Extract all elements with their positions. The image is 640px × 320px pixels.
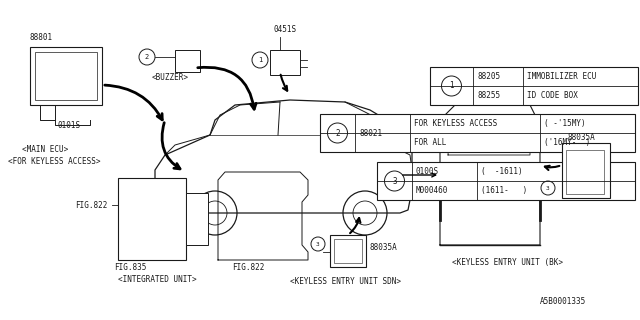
Text: M000460: M000460 — [416, 186, 449, 195]
Text: <KEYLESS ENTRY UNIT (BK>: <KEYLESS ENTRY UNIT (BK> — [452, 258, 563, 267]
Bar — [118, 178, 186, 260]
Bar — [566, 150, 604, 194]
Text: <BUZZER>: <BUZZER> — [152, 74, 189, 83]
Text: 3: 3 — [546, 186, 550, 190]
Text: IMMOBILIZER ECU: IMMOBILIZER ECU — [527, 72, 596, 81]
Text: <INTEGRATED UNIT>: <INTEGRATED UNIT> — [118, 276, 196, 284]
FancyArrowPatch shape — [403, 173, 436, 177]
Bar — [175, 50, 200, 72]
Bar — [430, 67, 638, 105]
FancyArrowPatch shape — [105, 85, 163, 120]
Text: FIG.822: FIG.822 — [232, 263, 264, 273]
Bar — [562, 143, 610, 198]
Text: 88801: 88801 — [30, 34, 53, 43]
Text: FIG.822: FIG.822 — [75, 201, 108, 210]
Text: <MAIN ECU>: <MAIN ECU> — [22, 146, 68, 155]
FancyArrowPatch shape — [281, 75, 287, 91]
FancyArrowPatch shape — [350, 218, 360, 233]
Text: 2: 2 — [335, 129, 340, 138]
Text: ('16MY-  ): ('16MY- ) — [544, 138, 590, 147]
Text: 2: 2 — [145, 54, 149, 60]
Text: 1: 1 — [258, 57, 262, 63]
Text: 88035A: 88035A — [567, 132, 595, 141]
Text: (1611-   ): (1611- ) — [481, 186, 527, 195]
Bar — [334, 239, 362, 263]
Text: <FOR KEYLESS ACCESS>: <FOR KEYLESS ACCESS> — [8, 157, 100, 166]
Bar — [30, 47, 102, 105]
Text: 88205: 88205 — [477, 72, 500, 81]
Text: ( -'15MY): ( -'15MY) — [544, 119, 586, 128]
FancyArrowPatch shape — [545, 166, 559, 170]
FancyArrowPatch shape — [162, 123, 180, 169]
Text: <KEYLESS ENTRY UNIT SDN>: <KEYLESS ENTRY UNIT SDN> — [290, 277, 401, 286]
Text: FOR KEYLESS ACCESS: FOR KEYLESS ACCESS — [414, 119, 497, 128]
Text: 0101S: 0101S — [58, 121, 81, 130]
Bar — [35, 52, 97, 100]
Text: ID CODE BOX: ID CODE BOX — [527, 91, 578, 100]
Text: FIG.835: FIG.835 — [114, 263, 146, 273]
FancyArrowPatch shape — [198, 67, 256, 109]
Text: 3: 3 — [316, 242, 320, 246]
Bar — [330, 235, 366, 267]
Text: 88255: 88255 — [477, 91, 500, 100]
Bar — [377, 162, 635, 200]
Text: 88035A: 88035A — [370, 243, 397, 252]
Text: 3: 3 — [392, 177, 397, 186]
Text: FOR ALL: FOR ALL — [414, 138, 446, 147]
Text: (  -1611): ( -1611) — [481, 167, 523, 176]
Text: 1: 1 — [449, 82, 454, 91]
Bar — [270, 50, 300, 75]
Bar — [186, 193, 208, 245]
Text: 0451S: 0451S — [273, 26, 296, 35]
Bar — [320, 114, 635, 152]
Text: A5B0001335: A5B0001335 — [540, 298, 586, 307]
Text: 88021: 88021 — [359, 129, 382, 138]
Text: 0100S: 0100S — [416, 167, 439, 176]
